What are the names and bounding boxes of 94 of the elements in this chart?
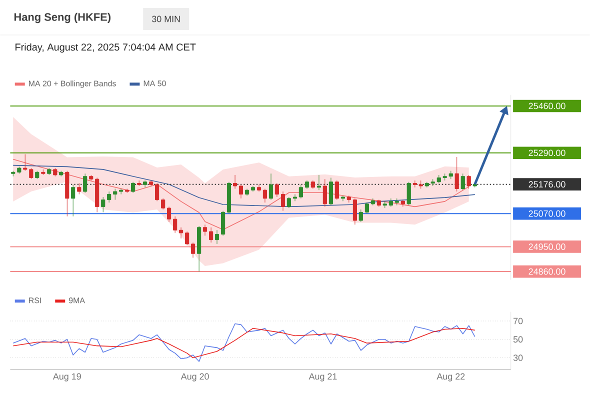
candlestick xyxy=(107,191,112,203)
candlestick xyxy=(131,182,136,194)
candlestick xyxy=(29,168,34,180)
candlestick xyxy=(310,180,315,190)
candlestick xyxy=(226,182,232,214)
y-tick-label: 30 xyxy=(513,354,523,362)
candlestick xyxy=(406,182,411,206)
candlestick xyxy=(113,188,118,200)
candlestick xyxy=(286,196,291,208)
candlestick xyxy=(173,216,178,234)
candlestick xyxy=(424,182,429,188)
y-tick-label: 25290.00 xyxy=(528,150,566,156)
candlestick xyxy=(256,184,262,192)
candlestick xyxy=(430,178,435,186)
candlestick xyxy=(304,180,310,190)
candlestick xyxy=(352,198,357,225)
candlestick xyxy=(262,188,268,203)
candlestick xyxy=(53,168,58,177)
candlestick xyxy=(143,180,148,188)
candlestick xyxy=(334,180,339,200)
candlestick xyxy=(178,227,184,239)
candlestick xyxy=(155,183,160,202)
candlestick xyxy=(185,231,190,246)
candlestick xyxy=(59,170,64,177)
candlestick xyxy=(17,166,22,174)
candlestick xyxy=(298,184,303,199)
candlestick xyxy=(221,210,226,236)
candlestick xyxy=(364,202,369,214)
candlestick xyxy=(292,194,298,202)
candlestick xyxy=(47,168,52,176)
candlestick xyxy=(340,196,345,202)
candlestick xyxy=(11,170,16,177)
candlestick xyxy=(418,180,423,190)
candlestick xyxy=(35,170,40,180)
candlestick xyxy=(197,226,202,272)
candlestick xyxy=(190,242,196,258)
y-tick-label: 70 xyxy=(514,318,523,324)
candlestick xyxy=(454,156,459,192)
line-series xyxy=(12,165,476,208)
candlestick xyxy=(322,178,327,208)
candlestick xyxy=(244,188,250,196)
candlestick xyxy=(346,196,351,203)
candlestick xyxy=(95,178,100,213)
y-tick-label: 24950.00 xyxy=(528,244,566,250)
x-tick-label: Aug 22 xyxy=(436,373,465,382)
candlestick xyxy=(77,183,82,195)
chart-title: Hang Seng (HKFE) xyxy=(14,12,111,24)
y-tick-label: 25176.00 xyxy=(528,181,566,188)
candlestick xyxy=(250,186,256,192)
candlestick xyxy=(161,198,166,210)
candlestick xyxy=(316,174,322,191)
x-tick-label: Aug 19 xyxy=(52,373,81,382)
candlestick xyxy=(382,201,387,208)
candlestick xyxy=(388,198,393,208)
y-tick-label: 25070.00 xyxy=(528,210,566,217)
x-tick-label: Aug 21 xyxy=(308,373,337,382)
candlestick xyxy=(268,173,274,200)
candlestick xyxy=(149,180,154,186)
x-tick-label: Aug 20 xyxy=(180,373,209,382)
y-tick-label: 25460.00 xyxy=(528,102,566,110)
candlestick xyxy=(460,173,465,191)
text: Friday, August 22, 2025 7:04:04 AM CET xyxy=(16,43,196,53)
candlestick xyxy=(209,227,214,243)
candlestick xyxy=(233,174,238,190)
candlestick xyxy=(101,196,106,213)
line-series xyxy=(12,323,476,362)
y-tick-label: 24860.00 xyxy=(528,268,566,275)
candlestick xyxy=(214,230,220,244)
candlestick xyxy=(466,174,471,190)
candlestick xyxy=(125,188,130,194)
candlestick xyxy=(328,178,334,206)
candlestick xyxy=(274,183,279,198)
candlestick xyxy=(166,206,172,222)
candlestick xyxy=(238,184,244,199)
candlestick xyxy=(376,200,381,208)
candlestick xyxy=(89,174,94,181)
candlestick xyxy=(23,154,28,172)
candlestick xyxy=(83,173,88,194)
candlestick xyxy=(119,188,124,195)
candlestick xyxy=(65,170,70,217)
candlestick xyxy=(394,198,399,206)
candlestick xyxy=(400,200,405,208)
candlestick xyxy=(412,180,417,188)
candlestick xyxy=(280,191,286,212)
candlestick xyxy=(71,184,76,217)
y-tick-label: 50 xyxy=(513,336,523,343)
line-series xyxy=(12,158,470,230)
chart-subtitle: 30 MIN xyxy=(152,16,180,22)
candlestick xyxy=(202,224,208,236)
candlestick xyxy=(41,169,46,176)
candlestick xyxy=(448,170,453,180)
candlestick xyxy=(358,209,363,222)
candlestick xyxy=(137,180,142,186)
candlestick xyxy=(370,198,375,206)
